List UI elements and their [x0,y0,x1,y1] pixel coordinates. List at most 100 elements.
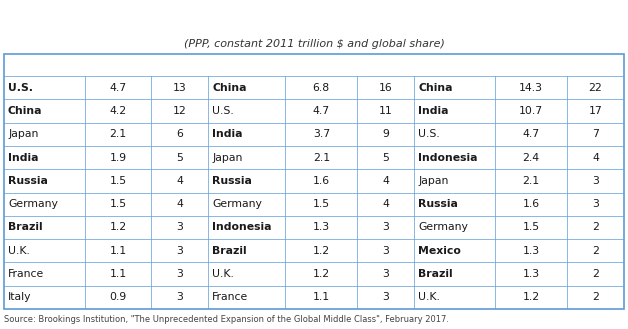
Text: 3: 3 [592,176,599,186]
Text: U.S.: U.S. [8,83,33,93]
Text: Middle Class Consumption – top 10 countries: Middle Class Consumption – top 10 countr… [111,11,517,26]
Text: Germany: Germany [418,222,468,233]
Text: Share (%): Share (%) [149,60,210,70]
Text: 4.7: 4.7 [522,129,539,139]
Text: 2015 ($tn): 2015 ($tn) [86,60,150,70]
Text: 6.8: 6.8 [313,83,330,93]
Text: 4: 4 [382,176,389,186]
Text: 1.5: 1.5 [109,199,127,209]
Text: Brazil: Brazil [212,246,247,256]
Text: 3: 3 [382,269,389,279]
Text: Indonesia: Indonesia [212,222,272,233]
Text: 13: 13 [173,83,187,93]
Text: 0.9: 0.9 [109,292,127,302]
Text: 3: 3 [176,246,183,256]
Text: 1.6: 1.6 [522,199,539,209]
Text: 1.2: 1.2 [313,246,330,256]
Text: 3: 3 [176,222,183,233]
Text: Share (%): Share (%) [355,60,416,70]
Text: 4.2: 4.2 [109,106,127,116]
Text: 1.2: 1.2 [522,292,539,302]
Text: 1.3: 1.3 [522,269,539,279]
Text: 2020e ($tn): 2020e ($tn) [286,60,357,70]
Text: 1.5: 1.5 [109,176,127,186]
Text: India: India [8,153,38,163]
Text: 1.2: 1.2 [109,222,127,233]
Text: 22: 22 [588,83,602,93]
Text: Indonesia: Indonesia [418,153,478,163]
Text: 2: 2 [592,222,599,233]
Text: 2.1: 2.1 [313,153,330,163]
Text: 2: 2 [592,292,599,302]
Text: 2.1: 2.1 [522,176,539,186]
Text: France: France [8,269,44,279]
Text: 4: 4 [176,199,183,209]
Text: 1.2: 1.2 [313,269,330,279]
Text: 6: 6 [176,129,183,139]
Text: 5: 5 [176,153,183,163]
Text: Source: Brookings Institution, "The Unprecedented Expansion of the Global Middle: Source: Brookings Institution, "The Unpr… [4,316,449,324]
Text: Russia: Russia [418,199,458,209]
Text: 14.3: 14.3 [519,83,543,93]
Text: 3: 3 [382,292,389,302]
Text: 17: 17 [588,106,602,116]
Text: 1.5: 1.5 [313,199,330,209]
Text: (PPP, constant 2011 trillion $ and global share): (PPP, constant 2011 trillion $ and globa… [183,39,445,49]
Text: Japan: Japan [418,176,448,186]
Text: 4.7: 4.7 [313,106,330,116]
Text: Japan: Japan [8,129,38,139]
Text: France: France [212,292,249,302]
Text: 1.3: 1.3 [522,246,539,256]
Text: 11: 11 [379,106,392,116]
Text: U.K.: U.K. [212,269,234,279]
Text: Country: Country [418,60,467,70]
Text: 1.9: 1.9 [109,153,127,163]
Text: Country: Country [212,60,261,70]
Text: 1.1: 1.1 [109,269,127,279]
Text: 3: 3 [382,222,389,233]
Text: India: India [212,129,242,139]
Text: 2030e ($tn): 2030e ($tn) [495,60,567,70]
Text: Country: Country [8,60,57,70]
Text: 9: 9 [382,129,389,139]
Text: 4.7: 4.7 [109,83,127,93]
Text: Russia: Russia [8,176,48,186]
Text: U.K.: U.K. [418,292,440,302]
Text: 10.7: 10.7 [519,106,543,116]
Text: 2: 2 [592,269,599,279]
Text: 1.5: 1.5 [522,222,539,233]
Text: 4: 4 [176,176,183,186]
Text: 7: 7 [592,129,599,139]
Text: Share (%): Share (%) [565,60,625,70]
Text: 12: 12 [173,106,187,116]
Text: 3: 3 [176,292,183,302]
Text: 1.1: 1.1 [109,246,127,256]
Text: Brazil: Brazil [8,222,43,233]
Text: 4: 4 [592,153,599,163]
Text: 3: 3 [176,269,183,279]
Text: 16: 16 [379,83,392,93]
Text: 3: 3 [382,246,389,256]
Text: Russia: Russia [212,176,252,186]
Text: Italy: Italy [8,292,31,302]
Text: 2: 2 [592,246,599,256]
Text: 1.6: 1.6 [313,176,330,186]
Text: Germany: Germany [8,199,58,209]
Text: 1.3: 1.3 [313,222,330,233]
Text: China: China [212,83,247,93]
Text: 2.1: 2.1 [109,129,127,139]
Text: 3: 3 [592,199,599,209]
Text: Japan: Japan [212,153,242,163]
Text: China: China [8,106,43,116]
Text: Germany: Germany [212,199,262,209]
Text: U.K.: U.K. [8,246,30,256]
Text: U.S.: U.S. [212,106,234,116]
Text: 1.1: 1.1 [313,292,330,302]
Text: 2.4: 2.4 [522,153,539,163]
Text: U.S.: U.S. [418,129,440,139]
Text: 5: 5 [382,153,389,163]
Text: Brazil: Brazil [418,269,453,279]
Text: Mexico: Mexico [418,246,461,256]
Text: India: India [418,106,448,116]
Text: 4: 4 [382,199,389,209]
